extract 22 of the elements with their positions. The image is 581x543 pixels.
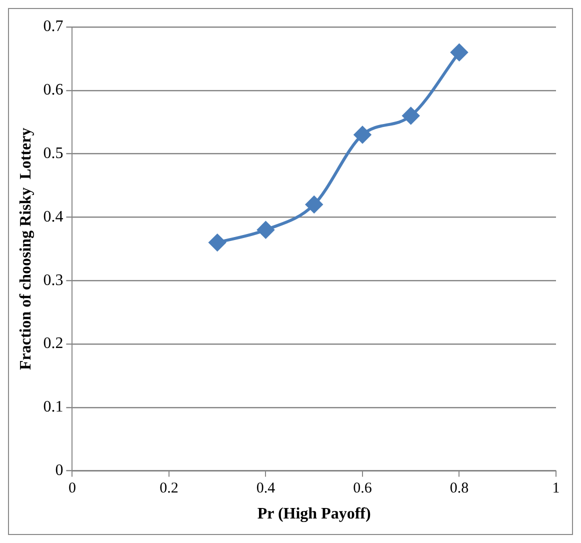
point	[402, 107, 420, 124]
x-tick-label: 0	[68, 480, 76, 497]
x-axis-title: Pr (High Payoff)	[257, 506, 371, 523]
point	[450, 44, 468, 61]
y-tick-label: 0.6	[43, 82, 64, 99]
y-tick-label: 0.5	[43, 145, 64, 162]
y-tick-label: 0.3	[43, 272, 64, 289]
point	[208, 234, 226, 252]
x-tick-label: 0.2	[160, 480, 178, 497]
y-tick-label: 0	[55, 462, 64, 480]
y-tick-label: 0.7	[43, 18, 64, 36]
y-tick-label: 0.1	[43, 398, 64, 416]
point	[354, 126, 371, 144]
x-tick-label: 0.4	[256, 480, 276, 497]
point	[306, 196, 323, 214]
point	[257, 221, 274, 238]
x-tick-label: 1	[552, 480, 560, 497]
y-tick-label: 0.2	[43, 335, 64, 352]
x-tick-label: 0.8	[450, 480, 469, 497]
y-tick-label: 0.4	[43, 208, 64, 226]
y-axis-title: Fraction of choosing Risky Lottery	[18, 128, 35, 370]
x-tick-label: 0.6	[353, 480, 372, 497]
